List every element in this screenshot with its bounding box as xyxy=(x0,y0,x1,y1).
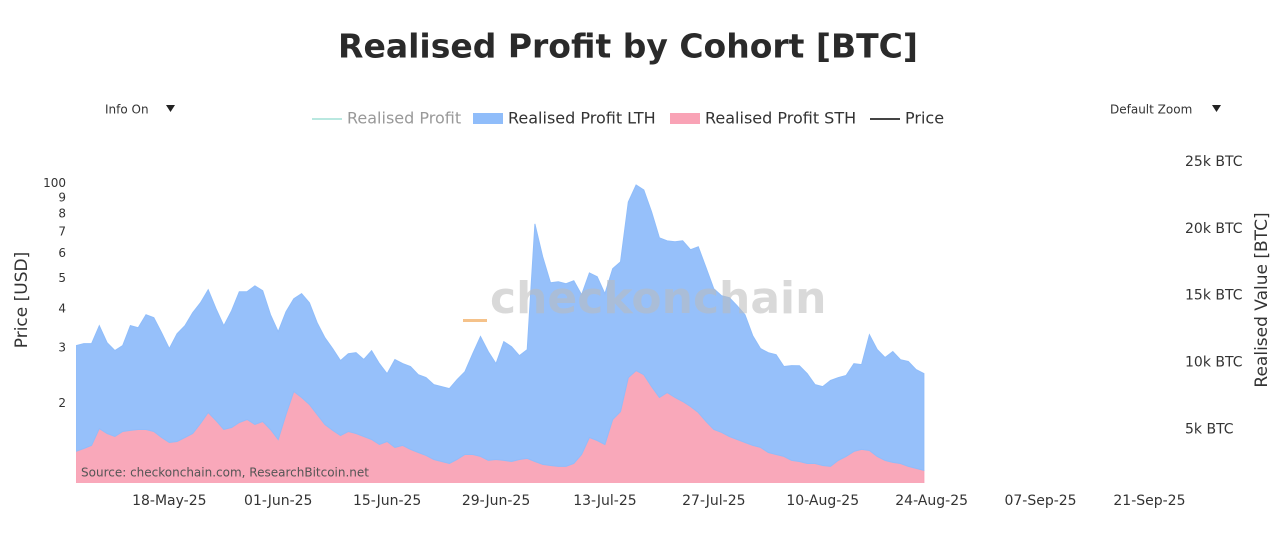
watermark-mark xyxy=(463,319,487,322)
info-dropdown[interactable]: Info On xyxy=(105,103,175,117)
dropdown-label[interactable]: Info On xyxy=(105,103,149,117)
x-tick-label: 10-Aug-25 xyxy=(786,493,859,509)
y-axis-title: Price [USD] xyxy=(12,252,32,348)
legend-label[interactable]: Realised Profit STH xyxy=(705,109,856,128)
dropdown-label[interactable]: Default Zoom xyxy=(1110,103,1192,117)
x-tick-label: 15-Jun-25 xyxy=(353,493,421,509)
x-tick-label: 21-Sep-25 xyxy=(1113,493,1185,509)
x-tick-label: 13-Jul-25 xyxy=(573,493,636,509)
y2-tick-label: 25k BTC xyxy=(1185,154,1243,170)
y2-tick-label: 20k BTC xyxy=(1185,221,1243,237)
legend-label[interactable]: Realised Profit xyxy=(347,109,461,128)
y2-tick-label: 15k BTC xyxy=(1185,288,1243,304)
plot-area xyxy=(76,184,925,483)
legend-label[interactable]: Realised Profit LTH xyxy=(508,109,656,128)
y-tick-label: 6 xyxy=(58,246,66,260)
y-tick-label: 5 xyxy=(58,271,66,285)
y-tick-label: 2 xyxy=(58,396,66,410)
y-tick-label: 100 xyxy=(43,176,66,190)
x-tick-label: 01-Jun-25 xyxy=(244,493,312,509)
chart-title: Realised Profit by Cohort [BTC] xyxy=(338,27,918,66)
legend-swatch xyxy=(473,113,503,124)
watermark: checkonchain xyxy=(490,273,826,324)
legend-swatch xyxy=(670,113,700,124)
y2-tick-label: 10k BTC xyxy=(1185,355,1243,371)
x-tick-label: 29-Jun-25 xyxy=(462,493,530,509)
y-tick-label: 4 xyxy=(58,301,66,315)
legend-label[interactable]: Price xyxy=(905,109,944,128)
y2-axis-title: Realised Value [BTC] xyxy=(1252,212,1272,387)
y-tick-label: 3 xyxy=(58,341,66,355)
dropdown-arrow[interactable] xyxy=(166,105,175,112)
y-tick-label: 7 xyxy=(58,225,66,239)
y2-tick-label: 5k BTC xyxy=(1185,421,1234,437)
source-note: Source: checkonchain.com, ResearchBitcoi… xyxy=(81,466,369,480)
x-tick-label: 18-May-25 xyxy=(132,493,206,509)
dropdown-arrow[interactable] xyxy=(1212,105,1221,112)
x-tick-label: 27-Jul-25 xyxy=(682,493,745,509)
zoom-dropdown[interactable]: Default Zoom xyxy=(1110,103,1221,117)
x-tick-label: 07-Sep-25 xyxy=(1004,493,1076,509)
area-series xyxy=(76,184,925,472)
y-tick-label: 9 xyxy=(58,190,66,204)
y-tick-label: 8 xyxy=(58,206,66,220)
x-tick-label: 24-Aug-25 xyxy=(895,493,968,509)
